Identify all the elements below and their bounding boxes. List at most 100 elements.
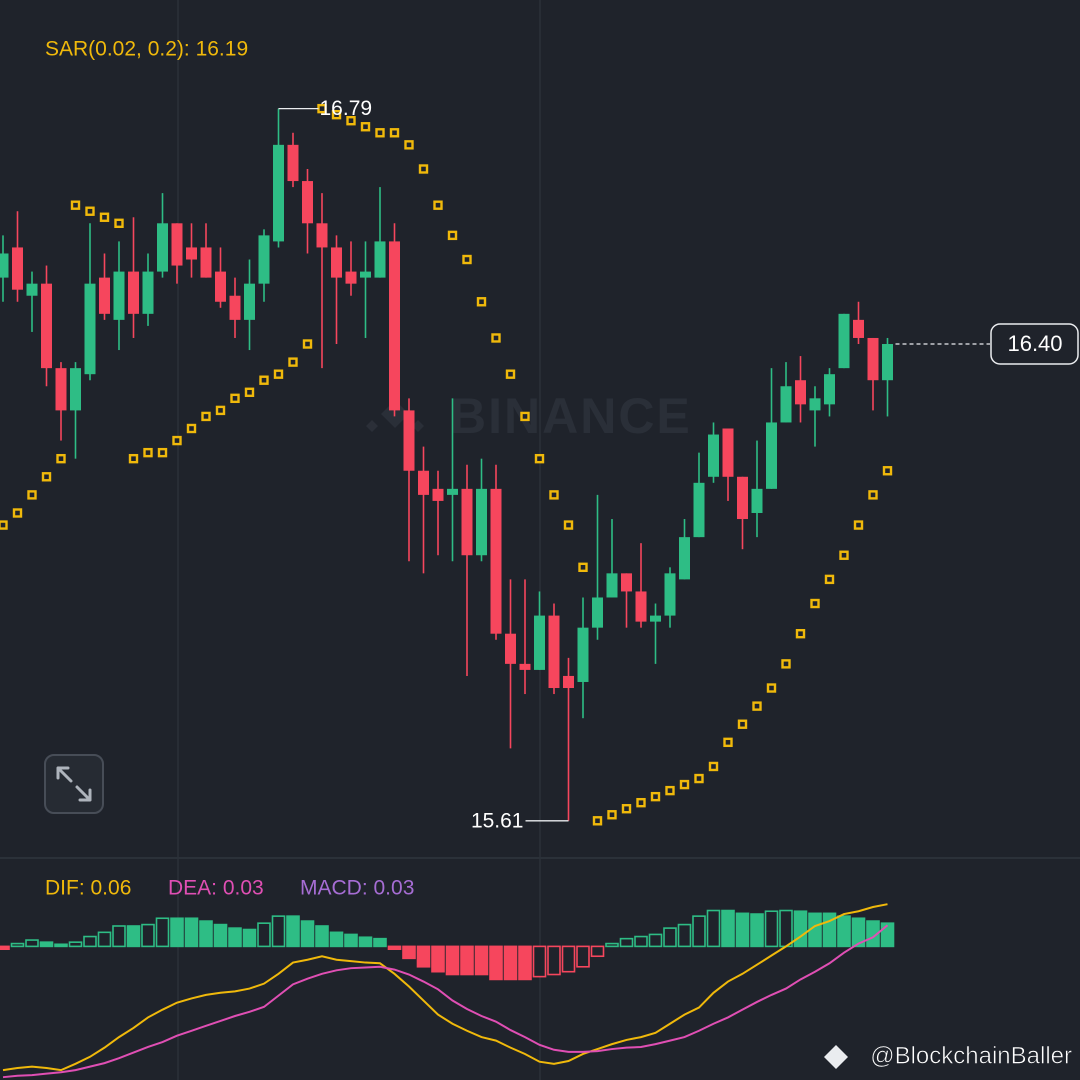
dif-legend: DIF: 0.06 [45,877,131,900]
macd-bar [199,920,213,948]
dea-line [2,924,889,1079]
macd-bar [837,915,851,948]
sar-dot [230,393,240,404]
sar-dot [99,212,110,222]
sar-dot [491,333,501,343]
macd-bar [242,928,257,948]
candle-body [432,488,444,501]
candle-body [345,271,357,284]
sar-dot [302,339,313,349]
candle-body [679,537,690,580]
candle-body [12,247,23,290]
macd-bar [126,925,141,948]
sar-dot [563,520,574,530]
low-label: 15.61 [471,809,524,832]
candle-body [505,633,516,664]
macd-bar [706,909,721,948]
candle-body [360,271,371,278]
candle-body [838,313,850,369]
macd-bar [402,945,416,960]
candle-body [592,597,603,628]
candle-body [403,410,415,471]
candle-body [302,181,313,224]
last-price-label: 16.40 [1007,331,1062,356]
macd-bar [315,925,329,948]
macd-bar [605,942,619,948]
expand-icon[interactable] [56,766,92,802]
candle-body [664,573,676,616]
sar-legend: SAR(0.02, 0.2): 16.19 [45,38,248,61]
candle-body [287,144,299,182]
macd-bar [619,937,634,948]
sar-dot [12,508,23,518]
macd-bar [54,943,68,948]
sar-dot [795,628,806,639]
candle-body [795,380,806,405]
macd-bar [474,945,489,976]
sar-dot [215,405,226,416]
macd-bar [764,910,779,948]
macd-bar [83,935,97,948]
candle-body [722,428,734,477]
sar-dot [186,423,197,434]
sar-dot [650,791,661,802]
candle-body [55,368,67,411]
candle-body [824,374,835,405]
sar-dot [404,140,414,150]
sar-dot [143,447,153,458]
macd-bar [387,945,402,950]
candle-body [490,488,502,634]
macd-bar [358,936,373,948]
macd-bar [532,945,547,978]
macd-bar [344,933,358,948]
sar-dot [375,128,385,138]
candle-body [113,271,125,320]
candle-body [99,277,110,314]
macd-bar [271,915,286,948]
candle-body [258,235,270,284]
candle-body [563,675,574,689]
candle-body [766,422,777,489]
candle-body [244,283,255,320]
sar-dot [476,297,487,307]
candle-body [186,247,197,260]
sar-dot [534,453,545,464]
credit-text: @BlockchainBaller [870,1042,1072,1069]
expand-button-frame[interactable] [44,754,104,814]
sar-dot [331,109,342,120]
sar-dot [636,797,646,808]
credit: @BlockchainBaller [824,1042,1072,1070]
sar-dot [157,447,168,458]
candle-body [374,241,386,278]
candle-body [780,386,792,423]
macd-bar [779,909,793,948]
candle-body [331,247,342,278]
sar-dot [679,779,690,790]
last-price-box [990,323,1079,365]
sar-dot [853,520,864,530]
macd-bar [590,945,605,958]
macd-bar [0,945,10,950]
macd-bar [10,942,25,948]
macd-bar [721,909,735,948]
dea-legend: DEA: 0.03 [168,877,264,900]
sar-dot [41,472,52,482]
macd-bar [300,920,315,948]
sar-dot [462,254,472,265]
candle-body [0,253,9,278]
sar-dot [810,598,820,609]
high-label: 16.79 [320,97,373,120]
macd-bar [793,910,808,948]
macd-bar [213,923,228,948]
macd-bar [851,917,866,948]
candle-body [737,476,748,520]
candle-body [200,247,212,278]
candle-body [447,488,458,495]
expand-button[interactable] [44,754,104,814]
macd-bar [184,917,199,948]
macd-bar [663,927,677,948]
macd-bar [431,945,445,973]
sar-dot [128,453,139,464]
